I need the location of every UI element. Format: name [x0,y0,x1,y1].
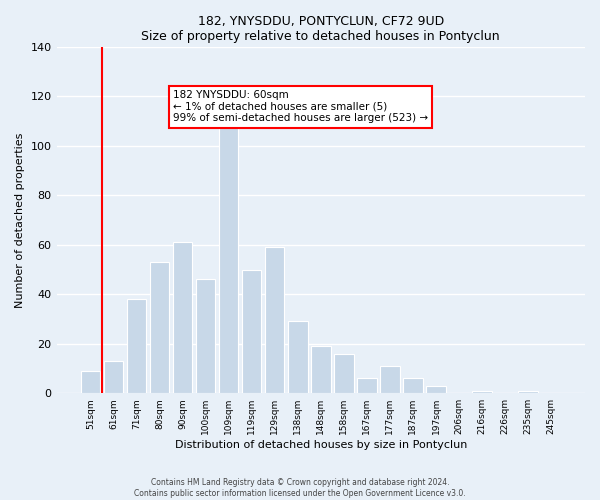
Bar [357,378,377,393]
Bar [196,280,215,393]
Bar [242,270,262,393]
Bar [127,299,146,393]
Bar [219,114,238,393]
Title: 182, YNYSDDU, PONTYCLUN, CF72 9UD
Size of property relative to detached houses i: 182, YNYSDDU, PONTYCLUN, CF72 9UD Size o… [142,15,500,43]
Bar [380,366,400,393]
Bar [288,322,308,393]
Bar [173,242,193,393]
Bar [472,390,492,393]
Bar [334,354,353,393]
Bar [80,371,100,393]
Bar [518,390,538,393]
Bar [311,346,331,393]
Y-axis label: Number of detached properties: Number of detached properties [15,132,25,308]
Bar [149,262,169,393]
Bar [265,248,284,393]
Text: 182 YNYSDDU: 60sqm
← 1% of detached houses are smaller (5)
99% of semi-detached : 182 YNYSDDU: 60sqm ← 1% of detached hous… [173,90,428,124]
Bar [426,386,446,393]
Bar [403,378,423,393]
X-axis label: Distribution of detached houses by size in Pontyclun: Distribution of detached houses by size … [175,440,467,450]
Text: Contains HM Land Registry data © Crown copyright and database right 2024.
Contai: Contains HM Land Registry data © Crown c… [134,478,466,498]
Bar [104,361,123,393]
